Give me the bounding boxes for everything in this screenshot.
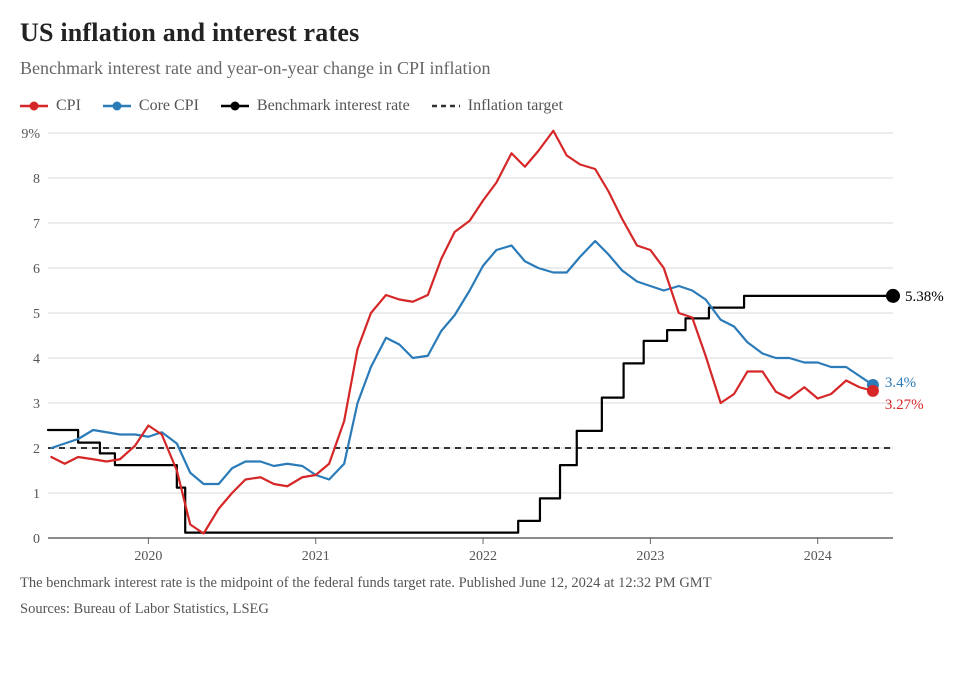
svg-text:0: 0 [33,532,40,547]
svg-text:8: 8 [33,172,40,187]
svg-text:1: 1 [33,487,40,502]
legend-swatch-target [432,99,460,113]
legend-swatch-rate [221,99,249,113]
svg-text:4: 4 [33,352,40,367]
svg-text:5.38%: 5.38% [905,289,944,305]
svg-text:2023: 2023 [636,549,664,564]
svg-text:7: 7 [33,217,40,232]
legend-swatch-core [103,99,131,113]
svg-text:9%: 9% [21,127,40,142]
svg-text:3: 3 [33,397,40,412]
footnote-sources: Sources: Bureau of Labor Statistics, LSE… [20,600,949,620]
legend-label-rate: Benchmark interest rate [257,97,410,115]
legend-label-core: Core CPI [139,97,199,115]
chart-title: US inflation and interest rates [20,18,949,48]
legend-item-rate: Benchmark interest rate [221,97,410,115]
svg-text:2024: 2024 [804,549,832,564]
svg-text:3.27%: 3.27% [885,397,924,413]
svg-text:3.4%: 3.4% [885,375,916,391]
legend: CPI Core CPI Benchmark interest rate Inf… [20,97,949,115]
legend-label-cpi: CPI [56,97,81,115]
svg-text:2: 2 [33,442,40,457]
svg-text:6: 6 [33,262,40,277]
svg-text:2022: 2022 [469,549,497,564]
chart-subtitle: Benchmark interest rate and year-on-year… [20,58,949,79]
svg-text:2021: 2021 [302,549,330,564]
legend-item-target: Inflation target [432,97,563,115]
line-chart: 0 1 2 3 4 5 6 7 8 9% 2020 2021 2022 2023 2024 5.38% 3.4%… [20,123,949,568]
legend-item-core: Core CPI [103,97,199,115]
svg-text:2020: 2020 [134,549,162,564]
legend-item-cpi: CPI [20,97,81,115]
legend-label-target: Inflation target [468,97,563,115]
legend-swatch-cpi [20,99,48,113]
svg-text:5: 5 [33,307,40,322]
footnote-published: The benchmark interest rate is the midpo… [20,574,949,594]
